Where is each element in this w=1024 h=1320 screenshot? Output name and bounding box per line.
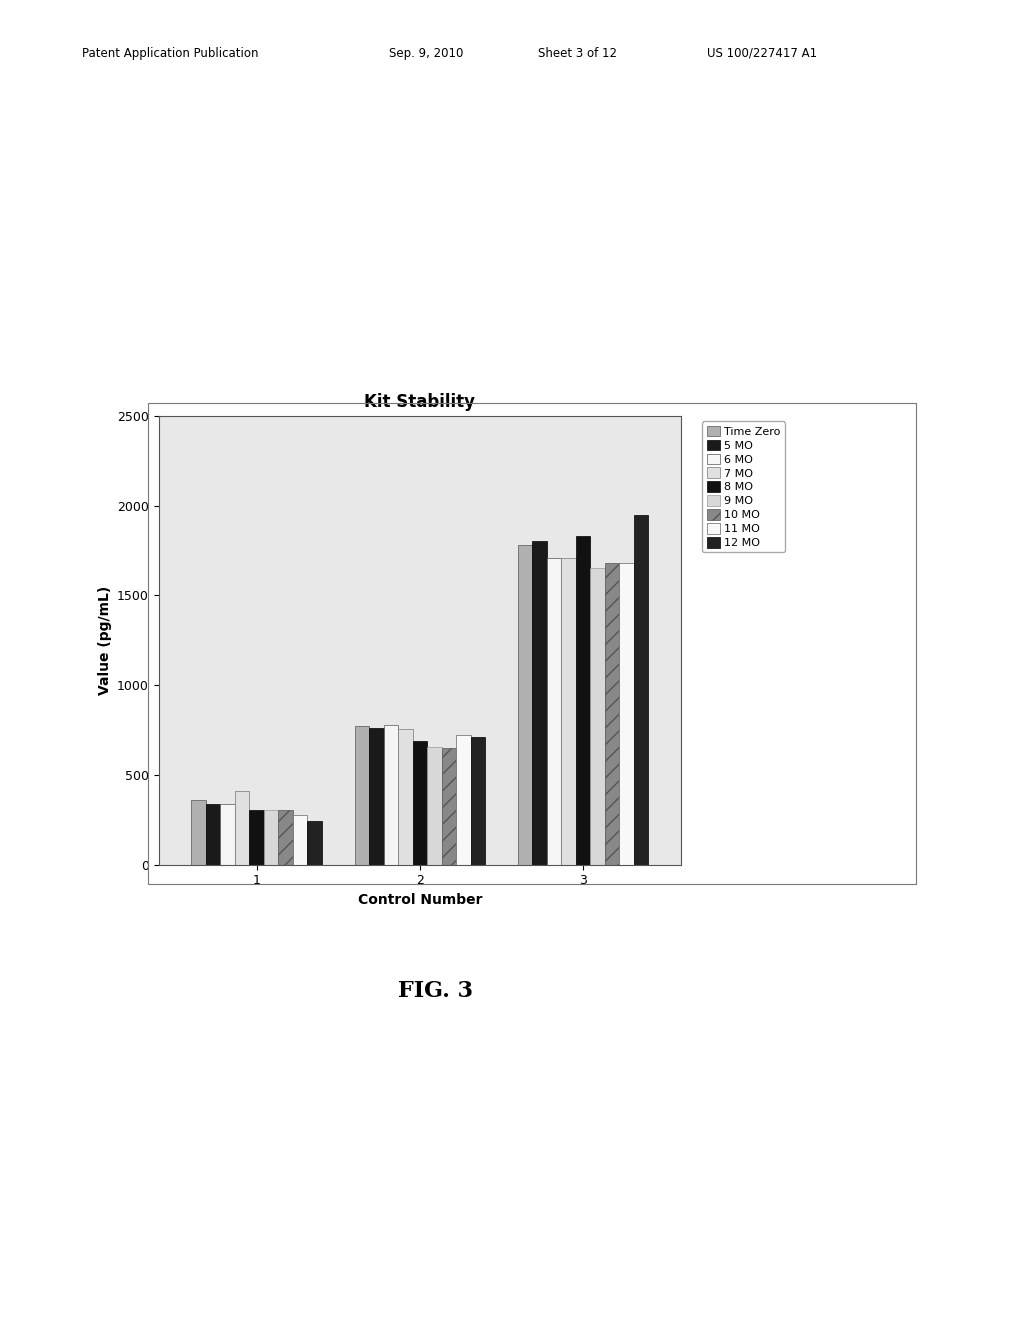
- Bar: [634, 515, 648, 865]
- Legend: Time Zero, 5 MO, 6 MO, 7 MO, 8 MO, 9 MO, 10 MO, 11 MO, 12 MO: Time Zero, 5 MO, 6 MO, 7 MO, 8 MO, 9 MO,…: [702, 421, 785, 553]
- Bar: [307, 821, 322, 865]
- Bar: [427, 747, 441, 865]
- Bar: [220, 804, 234, 865]
- Bar: [264, 810, 279, 865]
- Bar: [369, 729, 384, 865]
- Title: Kit Stability: Kit Stability: [365, 393, 475, 412]
- Bar: [561, 557, 575, 865]
- Bar: [441, 748, 456, 865]
- Text: Sheet 3 of 12: Sheet 3 of 12: [538, 46, 616, 59]
- Bar: [234, 791, 250, 865]
- Bar: [293, 816, 307, 865]
- X-axis label: Control Number: Control Number: [357, 892, 482, 907]
- Bar: [532, 541, 547, 865]
- Bar: [398, 729, 413, 865]
- Bar: [354, 726, 369, 865]
- Bar: [547, 557, 561, 865]
- Text: Patent Application Publication: Patent Application Publication: [82, 46, 258, 59]
- Bar: [590, 569, 605, 865]
- Bar: [456, 735, 471, 865]
- Bar: [413, 741, 427, 865]
- Bar: [206, 804, 220, 865]
- Bar: [191, 800, 206, 865]
- Bar: [575, 536, 590, 865]
- Bar: [620, 564, 634, 865]
- Text: Sep. 9, 2010: Sep. 9, 2010: [389, 46, 464, 59]
- Text: US 100/227417 A1: US 100/227417 A1: [707, 46, 817, 59]
- Bar: [471, 737, 485, 865]
- Bar: [250, 810, 264, 865]
- Bar: [384, 726, 398, 865]
- Text: FIG. 3: FIG. 3: [397, 979, 473, 1002]
- Y-axis label: Value (pg/mL): Value (pg/mL): [97, 586, 112, 694]
- Bar: [605, 564, 620, 865]
- Bar: [518, 545, 532, 865]
- Bar: [279, 810, 293, 865]
